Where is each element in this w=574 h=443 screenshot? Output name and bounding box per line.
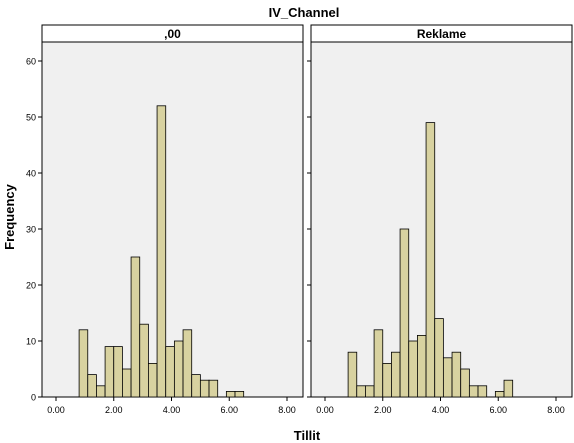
panel-2: Reklame 0.00 2.00 4.00 6.00 8.00 xyxy=(307,25,572,415)
histogram-bar xyxy=(157,106,166,397)
histogram-bar xyxy=(400,229,409,397)
histogram-bar xyxy=(226,391,235,397)
histogram-bar xyxy=(96,386,105,397)
histogram-bar xyxy=(200,380,209,397)
histogram-bar xyxy=(461,369,470,397)
histogram-bar xyxy=(235,391,244,397)
histogram-bar xyxy=(469,386,478,397)
histogram-bar xyxy=(357,386,366,397)
histogram-bar xyxy=(88,375,97,397)
y-tick-label: 60 xyxy=(26,57,36,67)
y-tick-label: 30 xyxy=(26,225,36,235)
histogram-bar xyxy=(443,358,452,397)
x-tick-label: 8.00 xyxy=(547,405,565,415)
histogram-bar xyxy=(131,257,140,397)
histogram-bar xyxy=(409,341,418,397)
histogram-bar xyxy=(495,391,504,397)
histogram-bar xyxy=(348,352,357,397)
y-tick-label: 10 xyxy=(26,337,36,347)
panel-1: ,00 0 10 20 30 40 50 60 0.00 2.00 4.00 6.00 8.00 xyxy=(26,25,303,415)
histogram-bar xyxy=(452,352,461,397)
y-axis-label: Frequency xyxy=(2,183,17,250)
histogram-bar xyxy=(391,352,400,397)
panel-label: ,00 xyxy=(164,27,181,41)
histogram-bar xyxy=(383,363,392,397)
x-tick-label: 6.00 xyxy=(220,405,238,415)
histogram-bar xyxy=(426,123,435,397)
histogram-bar xyxy=(209,380,218,397)
histogram-bar xyxy=(122,369,131,397)
histogram-bar xyxy=(478,386,487,397)
x-tick-label: 8.00 xyxy=(278,405,296,415)
histogram-bar xyxy=(79,330,88,397)
histogram-bar xyxy=(504,380,513,397)
histogram-bar xyxy=(435,319,444,397)
histogram-bar xyxy=(114,347,123,397)
x-tick-label: 6.00 xyxy=(489,405,507,415)
x-tick-label: 0.00 xyxy=(316,405,334,415)
histogram-bar xyxy=(166,347,175,397)
histogram-bar xyxy=(192,375,201,397)
panel-label: Reklame xyxy=(417,27,467,41)
histogram-bar xyxy=(365,386,374,397)
x-tick-label: 0.00 xyxy=(47,405,65,415)
histogram-bar xyxy=(148,363,157,397)
histogram-bar xyxy=(174,341,183,397)
y-tick-label: 0 xyxy=(31,393,36,403)
histogram-bar xyxy=(105,347,114,397)
x-tick-label: 2.00 xyxy=(105,405,123,415)
y-tick-label: 50 xyxy=(26,113,36,123)
x-tick-label: 4.00 xyxy=(163,405,181,415)
x-axis-label: Tillit xyxy=(294,428,321,443)
histogram-bar xyxy=(183,330,192,397)
y-tick-label: 40 xyxy=(26,169,36,179)
chart-title: IV_Channel xyxy=(269,5,340,20)
x-tick-label: 2.00 xyxy=(374,405,392,415)
histogram-bar xyxy=(140,324,149,397)
histogram-bar xyxy=(374,330,383,397)
x-tick-label: 4.00 xyxy=(432,405,450,415)
histogram-bar xyxy=(417,335,426,397)
y-tick-label: 20 xyxy=(26,281,36,291)
